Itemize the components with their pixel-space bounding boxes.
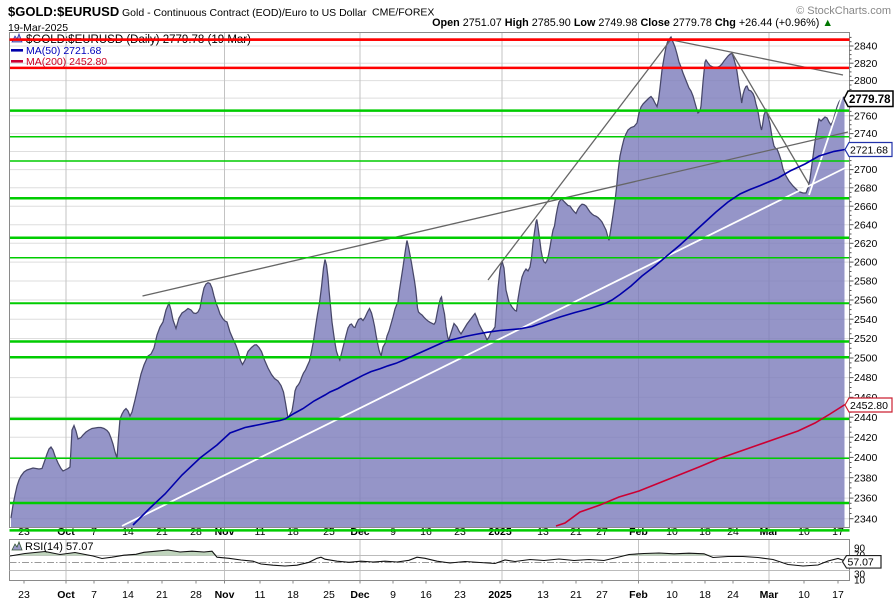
svg-text:16: 16 bbox=[420, 589, 432, 601]
svg-text:18: 18 bbox=[699, 589, 711, 601]
svg-text:7: 7 bbox=[91, 589, 97, 601]
svg-text:18: 18 bbox=[287, 526, 299, 538]
svg-text:Mar: Mar bbox=[760, 526, 779, 538]
svg-text:Feb: Feb bbox=[629, 526, 648, 538]
svg-text:RSI(14) 57.07: RSI(14) 57.07 bbox=[25, 541, 93, 553]
svg-text:11: 11 bbox=[255, 526, 266, 538]
svg-text:28: 28 bbox=[190, 526, 202, 538]
svg-text:10: 10 bbox=[798, 589, 810, 601]
svg-text:16: 16 bbox=[420, 526, 432, 538]
svg-text:21: 21 bbox=[570, 589, 582, 601]
svg-text:MA(200) 2452.80: MA(200) 2452.80 bbox=[26, 56, 107, 68]
svg-text:13: 13 bbox=[537, 526, 549, 538]
svg-text:7: 7 bbox=[91, 526, 97, 538]
svg-text:2721.68: 2721.68 bbox=[850, 144, 888, 156]
svg-text:18: 18 bbox=[287, 589, 299, 601]
svg-text:2660: 2660 bbox=[854, 201, 878, 213]
svg-text:2779.78: 2779.78 bbox=[849, 94, 891, 106]
svg-text:2400: 2400 bbox=[854, 452, 878, 464]
svg-text:10: 10 bbox=[666, 589, 678, 601]
svg-text:21: 21 bbox=[156, 526, 168, 538]
svg-text:© StockCharts.com: © StockCharts.com bbox=[796, 5, 891, 17]
svg-text:57.07: 57.07 bbox=[848, 557, 874, 569]
svg-text:2580: 2580 bbox=[854, 276, 878, 288]
svg-text:27: 27 bbox=[596, 526, 608, 538]
svg-text:14: 14 bbox=[122, 526, 134, 538]
svg-text:21: 21 bbox=[570, 526, 582, 538]
svg-text:2760: 2760 bbox=[854, 110, 878, 122]
svg-text:Mar: Mar bbox=[760, 589, 779, 601]
svg-text:23: 23 bbox=[454, 589, 466, 601]
svg-text:2700: 2700 bbox=[854, 164, 878, 176]
svg-text:2560: 2560 bbox=[854, 295, 878, 307]
svg-text:25: 25 bbox=[323, 589, 335, 601]
svg-text:21: 21 bbox=[156, 589, 168, 601]
svg-text:23: 23 bbox=[454, 526, 466, 538]
svg-text:14: 14 bbox=[122, 589, 134, 601]
svg-text:13: 13 bbox=[537, 589, 549, 601]
svg-text:2452.80: 2452.80 bbox=[850, 400, 888, 412]
svg-text:9: 9 bbox=[390, 526, 396, 538]
svg-text:30: 30 bbox=[854, 570, 866, 581]
svg-text:2500: 2500 bbox=[854, 353, 878, 365]
svg-text:10: 10 bbox=[854, 576, 866, 587]
svg-text:2640: 2640 bbox=[854, 219, 878, 231]
svg-text:19-Mar-2025: 19-Mar-2025 bbox=[8, 22, 68, 34]
svg-text:27: 27 bbox=[596, 589, 608, 601]
svg-text:CME/FOREX: CME/FOREX bbox=[372, 7, 434, 19]
svg-text:2380: 2380 bbox=[854, 472, 878, 484]
svg-text:28: 28 bbox=[190, 589, 202, 601]
svg-text:10: 10 bbox=[666, 526, 678, 538]
svg-text:2680: 2680 bbox=[854, 182, 878, 194]
svg-text:2600: 2600 bbox=[854, 257, 878, 269]
svg-text:Oct: Oct bbox=[57, 526, 75, 538]
svg-text:18: 18 bbox=[699, 526, 711, 538]
svg-text:2025: 2025 bbox=[488, 526, 512, 538]
svg-text:2840: 2840 bbox=[854, 41, 878, 53]
svg-text:24: 24 bbox=[727, 526, 739, 538]
svg-text:Dec: Dec bbox=[350, 589, 369, 601]
svg-text:2740: 2740 bbox=[854, 128, 878, 140]
svg-text:Dec: Dec bbox=[350, 526, 369, 538]
svg-text:23: 23 bbox=[18, 526, 30, 538]
svg-text:2360: 2360 bbox=[854, 493, 878, 505]
svg-text:2520: 2520 bbox=[854, 333, 878, 345]
svg-text:Nov: Nov bbox=[215, 589, 235, 601]
svg-text:23: 23 bbox=[18, 589, 30, 601]
svg-text:2800: 2800 bbox=[854, 75, 878, 87]
svg-text:2340: 2340 bbox=[854, 513, 878, 525]
svg-text:2820: 2820 bbox=[854, 58, 878, 70]
svg-text:17: 17 bbox=[832, 589, 844, 601]
svg-text:2440: 2440 bbox=[854, 412, 878, 424]
svg-text:90: 90 bbox=[854, 544, 866, 555]
svg-text:2025: 2025 bbox=[488, 589, 512, 601]
svg-text:24: 24 bbox=[727, 589, 739, 601]
svg-text:2420: 2420 bbox=[854, 432, 878, 444]
svg-text:10: 10 bbox=[798, 526, 810, 538]
svg-text:Gold - Continuous Contract (EO: Gold - Continuous Contract (EOD)/Euro to… bbox=[122, 7, 367, 19]
svg-text:Nov: Nov bbox=[215, 526, 235, 538]
svg-text:$GOLD:$EURUSD: $GOLD:$EURUSD bbox=[8, 4, 119, 19]
svg-text:Open 2751.07 High 2785.90 Lo: Open 2751.07 High 2785.90 Low 2749.98 Cl… bbox=[432, 17, 833, 29]
svg-text:9: 9 bbox=[390, 589, 396, 601]
svg-text:MA(50) 2721.68: MA(50) 2721.68 bbox=[26, 45, 101, 57]
svg-text:25: 25 bbox=[323, 526, 335, 538]
svg-text:2620: 2620 bbox=[854, 238, 878, 250]
svg-text:17: 17 bbox=[832, 526, 844, 538]
svg-text:11: 11 bbox=[255, 589, 266, 601]
svg-text:Feb: Feb bbox=[629, 589, 648, 601]
svg-text:Oct: Oct bbox=[57, 589, 75, 601]
svg-text:2480: 2480 bbox=[854, 372, 878, 384]
svg-text:2540: 2540 bbox=[854, 314, 878, 326]
